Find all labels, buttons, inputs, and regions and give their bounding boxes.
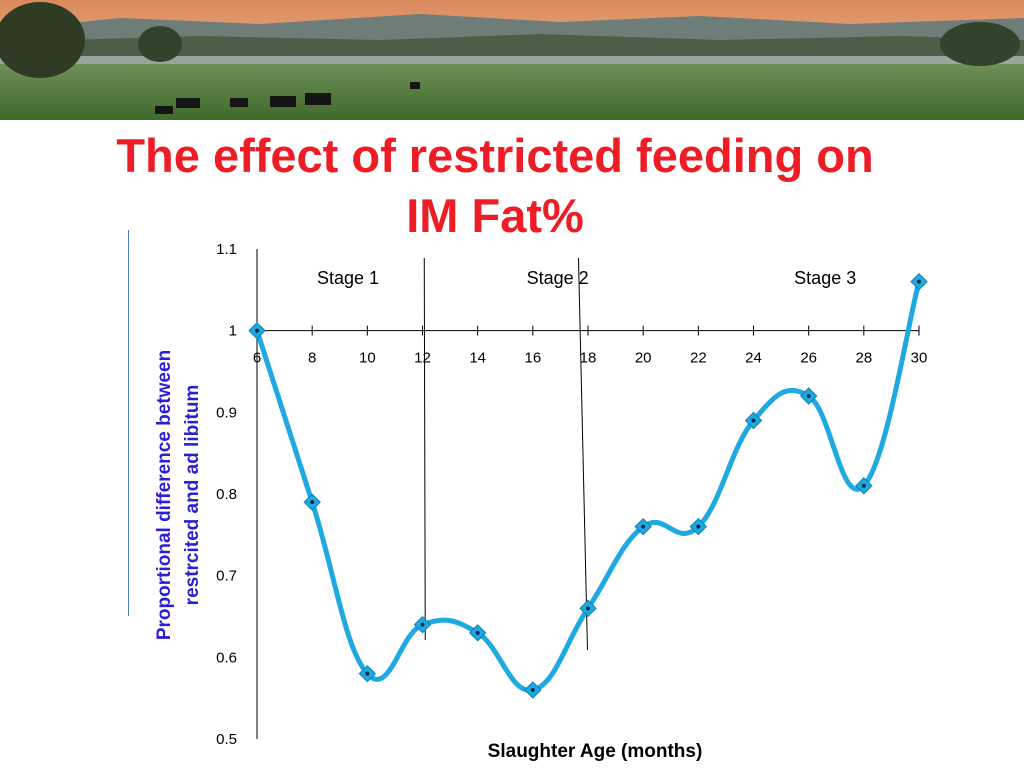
x-tick-label: 22 — [690, 350, 707, 367]
x-tick-label: 16 — [524, 350, 541, 367]
landscape-banner-image — [0, 0, 1024, 120]
x-tick-label: 30 — [911, 350, 928, 367]
stage-boundary-line — [423, 257, 426, 641]
data-point-center — [861, 483, 866, 488]
y-axis-title: Proportional difference between restrcite… — [154, 350, 203, 640]
y-tick-label: 0.7 — [216, 568, 237, 585]
data-point-center — [255, 328, 259, 333]
x-tick-label: 14 — [469, 350, 486, 367]
stage-label: Stage 2 — [527, 268, 589, 288]
stage-boundary-line — [577, 257, 588, 651]
slide-title: The effect of restricted feeding on IM F… — [30, 126, 960, 246]
slide-title-line-2: IM Fat% — [406, 189, 584, 242]
data-series — [248, 272, 928, 699]
axes — [256, 249, 920, 739]
data-point-center — [806, 394, 811, 398]
series-line — [254, 279, 922, 693]
y-axis-title-line: restrcited and ad libitum — [182, 385, 203, 606]
x-tick-label: 6 — [253, 350, 261, 367]
y-tick-label: 1 — [229, 323, 237, 340]
y-tick-label: 0.9 — [216, 404, 237, 421]
slide-title-line-1: The effect of restricted feeding on — [116, 129, 874, 182]
data-point-center — [917, 279, 921, 284]
data-point-center — [696, 524, 701, 529]
data-point-center — [310, 500, 315, 505]
x-tick-label: 8 — [308, 350, 316, 367]
y-axis-title-line: Proportional difference between — [154, 350, 175, 640]
x-tick-label: 12 — [414, 350, 431, 367]
data-point-center — [641, 524, 646, 529]
data-point-center — [420, 622, 425, 627]
x-tick-label: 10 — [359, 350, 376, 367]
x-tick-label: 20 — [635, 350, 652, 367]
tick-labels: 6 8 10 12 14 16 18 20 22 24 26 28 30 0.5 0.6 0.7 0.8 0.9 1… — [216, 241, 927, 748]
stage-label: Stage 1 — [317, 268, 379, 288]
decorative-vertical-line — [128, 230, 129, 616]
y-tick-label: 0.6 — [216, 649, 237, 666]
x-tick-label: 26 — [800, 350, 817, 367]
data-point-center — [530, 688, 535, 692]
y-tick-label: 0.8 — [216, 486, 237, 503]
stage-label: Stage 3 — [794, 268, 856, 288]
y-tick-label: 1.1 — [216, 241, 237, 258]
data-point-center — [475, 630, 480, 635]
x-tick-label: 28 — [855, 350, 872, 367]
data-point-center — [365, 671, 370, 676]
data-point-center — [751, 418, 756, 423]
stage-annotations: Stage 1 Stage 2 Stage 3 — [317, 257, 856, 651]
y-tick-label: 0.5 — [216, 731, 237, 748]
x-axis-title: Slaughter Age (months) — [488, 741, 703, 762]
data-point-center — [586, 606, 590, 611]
x-tick-label: 18 — [580, 350, 597, 367]
x-tick-label: 24 — [745, 350, 762, 367]
